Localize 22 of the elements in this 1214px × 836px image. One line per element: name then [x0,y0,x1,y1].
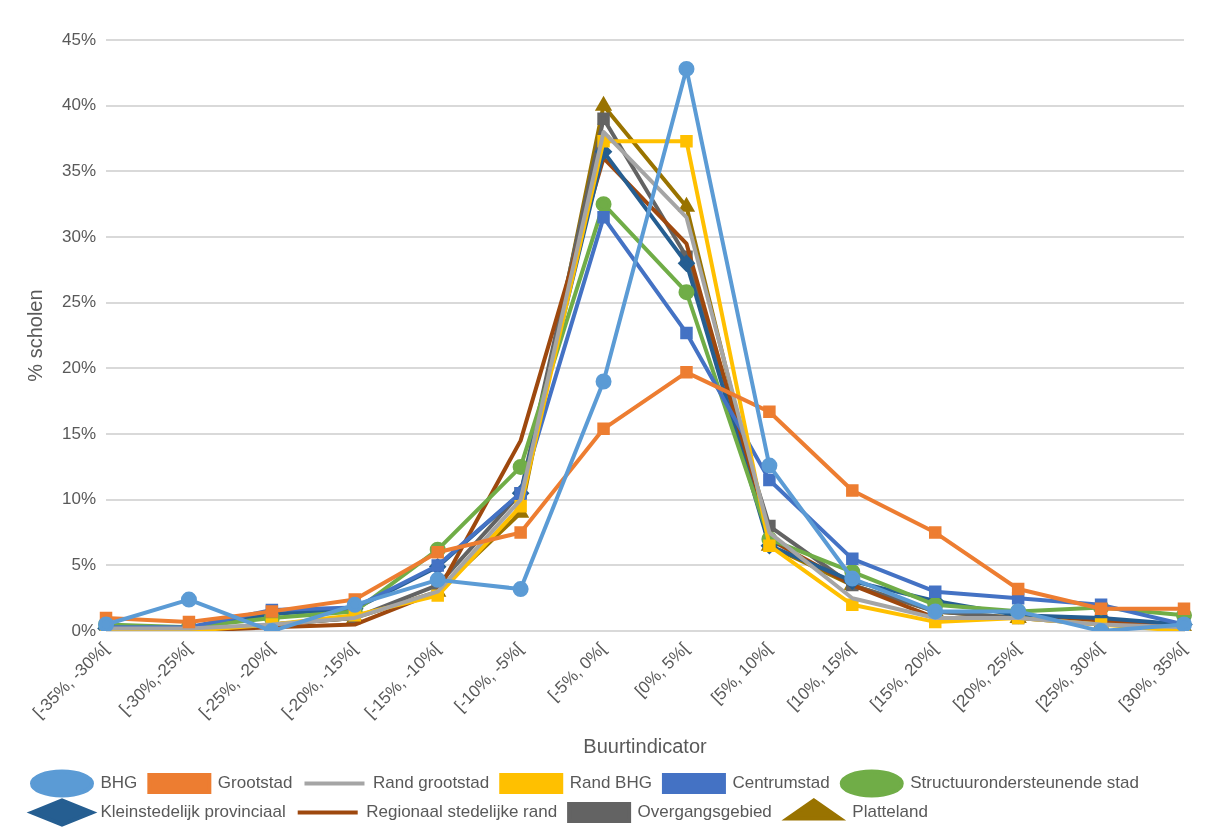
x-axis-title: Buurtindicator [583,734,708,757]
y-tick-label: 25% [61,292,97,312]
y-tick-label: 15% [61,423,97,443]
y-tick-label: 40% [61,95,97,115]
y-tick-label: 10% [61,489,97,509]
y-tick-label: 35% [61,161,97,181]
legend-label: Centrumstad [732,773,830,793]
y-tick-label: 20% [61,358,97,378]
legend-label: Regionaal stedelijke rand [366,802,558,822]
legend-label: Rand grootstad [372,773,490,793]
y-tick-label: 30% [61,226,97,246]
y-tick-label: 45% [61,29,97,49]
y-axis-title: % scholen [23,289,46,382]
legend-label: Kleinstedelijk provinciaal [100,802,286,822]
legend-label: BHG [100,773,138,793]
y-tick-label: 0% [71,620,97,640]
legend-label: Rand BHG [569,773,652,793]
legend-label: Structuurondersteunende stad [910,773,1139,793]
legend-label: Overgangsgebied [637,802,772,822]
y-tick-label: 5% [71,555,97,575]
legend-label: Platteland [852,802,928,822]
legend-label: Grootstad [217,773,293,793]
